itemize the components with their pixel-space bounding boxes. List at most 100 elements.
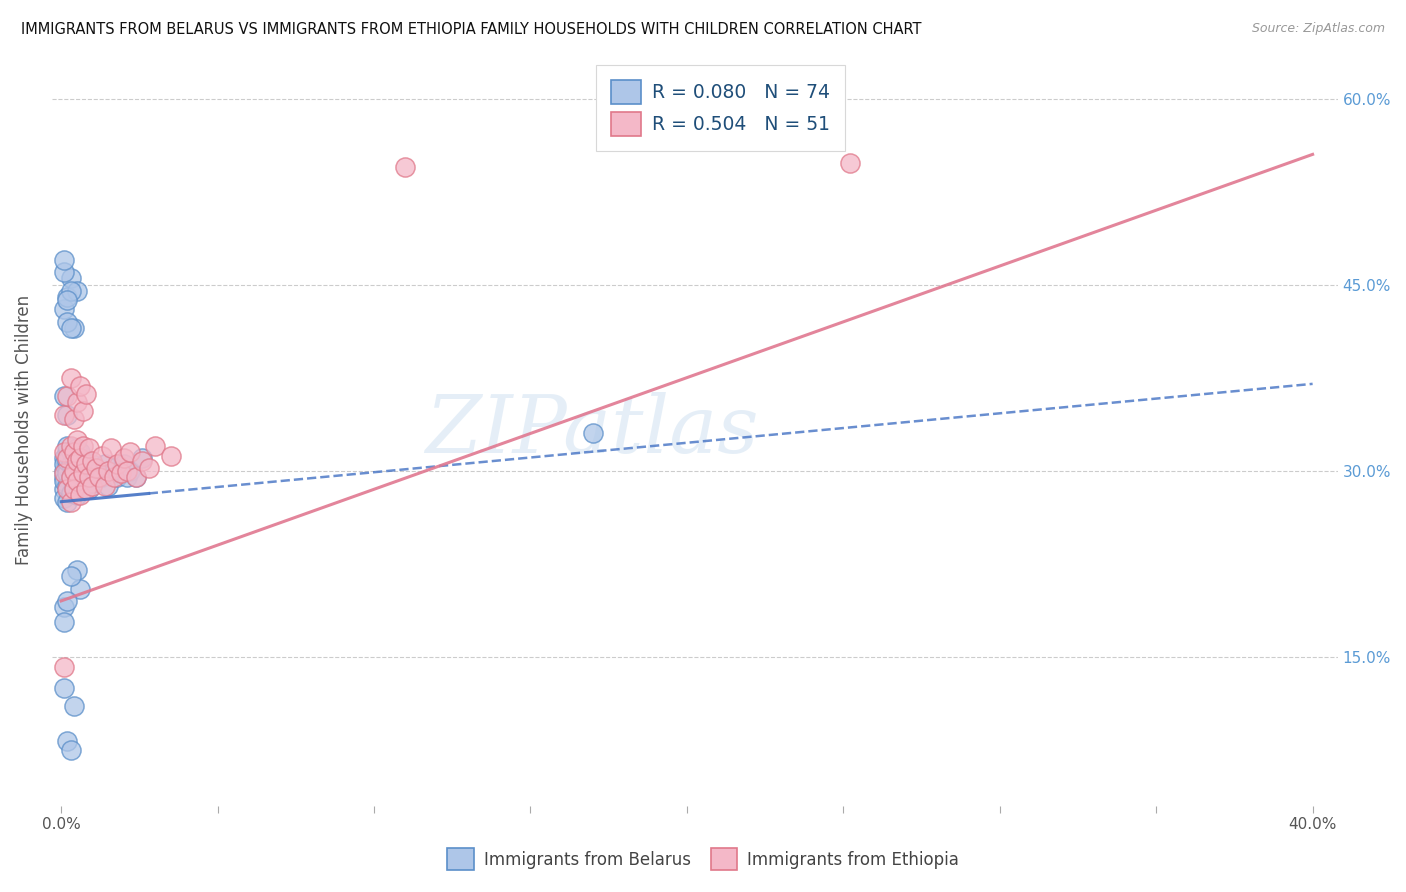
Point [84, 470, 107, 484]
Point [56, 734, 79, 748]
Point [62, 470, 84, 484]
Point [75, 483, 97, 497]
Point [72, 404, 94, 418]
Point [131, 454, 153, 468]
Point [53, 600, 76, 615]
Point [56, 494, 79, 508]
Point [87, 470, 110, 484]
Point [66, 433, 89, 447]
Point [59, 470, 82, 484]
Point [69, 379, 91, 393]
Point [82, 454, 104, 468]
Point [125, 470, 148, 484]
Point [110, 466, 132, 480]
Point [62, 321, 84, 335]
Point [56, 483, 79, 497]
Point [53, 389, 76, 403]
Point [53, 408, 76, 422]
Point [62, 449, 84, 463]
Point [72, 439, 94, 453]
Point [53, 491, 76, 505]
Point [53, 265, 76, 279]
Point [100, 466, 122, 480]
Point [66, 395, 89, 409]
Point [75, 458, 97, 472]
Point [66, 442, 89, 456]
Point [115, 470, 138, 484]
Point [53, 474, 76, 488]
Point [118, 445, 141, 459]
Point [107, 470, 129, 484]
Point [59, 321, 82, 335]
Point [103, 470, 125, 484]
Point [107, 458, 129, 472]
Point [125, 470, 148, 484]
Point [69, 451, 91, 466]
Y-axis label: Family Households with Children: Family Households with Children [15, 295, 32, 566]
Point [100, 442, 122, 456]
Point [56, 439, 79, 453]
Point [59, 284, 82, 298]
Point [53, 458, 76, 472]
Point [112, 451, 135, 466]
Point [53, 464, 76, 478]
Point [56, 445, 79, 459]
Point [143, 439, 166, 453]
Point [53, 681, 76, 695]
Point [59, 445, 82, 459]
Point [56, 454, 79, 468]
Point [75, 474, 97, 488]
Point [582, 426, 605, 441]
Point [56, 408, 79, 422]
Point [94, 478, 117, 492]
Text: Source: ZipAtlas.com: Source: ZipAtlas.com [1251, 22, 1385, 36]
Point [838, 156, 860, 170]
Point [66, 488, 89, 502]
Point [56, 461, 79, 475]
Point [53, 252, 76, 267]
Point [56, 290, 79, 304]
Point [75, 386, 97, 401]
Point [62, 411, 84, 425]
Point [59, 743, 82, 757]
Point [56, 478, 79, 492]
Point [79, 470, 101, 484]
Point [56, 451, 79, 466]
Point [138, 461, 160, 475]
Point [90, 470, 112, 484]
Point [62, 483, 84, 497]
Point [97, 478, 120, 492]
Point [72, 466, 94, 480]
Point [53, 659, 76, 673]
Point [56, 293, 79, 307]
Point [84, 461, 107, 475]
Point [59, 569, 82, 583]
Point [75, 454, 97, 468]
Point [59, 470, 82, 484]
Point [94, 458, 117, 472]
Point [103, 461, 125, 475]
Point [59, 439, 82, 453]
Point [82, 458, 104, 472]
Point [53, 483, 76, 497]
Point [79, 464, 101, 478]
Point [79, 483, 101, 497]
Point [53, 302, 76, 317]
Point [110, 464, 132, 478]
Text: ZIPatlas: ZIPatlas [425, 392, 759, 469]
Point [59, 494, 82, 508]
Point [112, 458, 135, 472]
Point [53, 615, 76, 629]
Point [62, 445, 84, 459]
Point [69, 461, 91, 475]
Legend: Immigrants from Belarus, Immigrants from Ethiopia: Immigrants from Belarus, Immigrants from… [440, 842, 966, 877]
Point [59, 486, 82, 500]
Point [97, 464, 120, 478]
Text: IMMIGRANTS FROM BELARUS VS IMMIGRANTS FROM ETHIOPIA FAMILY HOUSEHOLDS WITH CHILD: IMMIGRANTS FROM BELARUS VS IMMIGRANTS FR… [21, 22, 921, 37]
Point [90, 449, 112, 463]
Point [115, 464, 138, 478]
Point [66, 563, 89, 577]
Point [66, 454, 89, 468]
Point [66, 458, 89, 472]
Point [66, 474, 89, 488]
